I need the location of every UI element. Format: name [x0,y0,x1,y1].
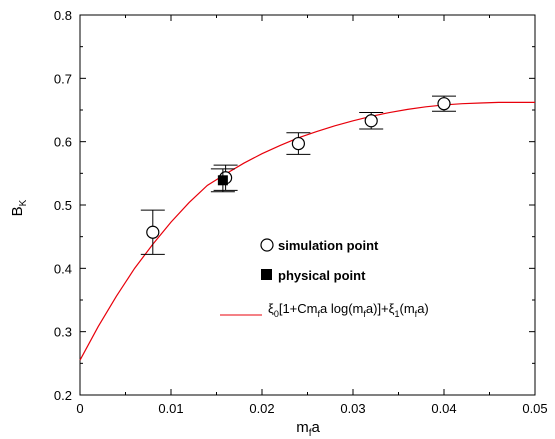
legend-marker-physical [261,269,272,280]
data-points-group [140,95,456,255]
legend-fit-text-part: [1+Cm [279,301,318,316]
legend: simulation point physical point ξ0[1+Cmf… [220,238,429,319]
simulation-point [146,225,160,239]
y-tick-label: 0.2 [54,388,72,403]
legend-marker-simulation [260,238,274,252]
legend-fit-text-part: 1 [394,309,399,319]
x-tick-label: 0.02 [249,401,274,416]
x-tick-label: 0.01 [158,401,183,416]
axis-ticks: 0 0.01 0.02 0.03 0.04 0.05 0.2 0.3 0.4 0.5 0.6 0.7 0… [54,8,548,416]
simulation-point [291,136,305,151]
legend-fit-text-part: a log(m [320,301,363,316]
y-axis-label-main: B [9,206,26,216]
y-axis-label: BK [9,199,29,216]
y-tick-label: 0.4 [54,261,72,276]
legend-fit-text-part: f [363,309,366,319]
y-axis-label-sub: K [18,199,29,206]
x-axis-label: mfa [296,419,320,439]
legend-fit-text-part: a) [417,301,429,316]
simulation-point [437,97,451,111]
x-tick-label: 0.04 [431,401,456,416]
legend-fit-text-part: ξ [268,301,274,316]
y-tick-label: 0.8 [54,8,72,23]
fit-curve [79,101,535,361]
x-tick-label: 0.05 [522,401,547,416]
legend-fit-text-part: 0 [274,309,279,319]
x-tick-label: 0 [76,401,83,416]
legend-fit-text-part: f [318,309,321,319]
physical-point [217,175,228,186]
y-tick-label: 0.5 [54,198,72,213]
legend-fit-text-part: a)]+ξ [366,301,395,316]
x-tick-label: 0.03 [340,401,365,416]
legend-fit-text-part: (m [400,301,415,316]
plot-frame [79,14,536,396]
x-axis-label-main: m [296,419,309,436]
legend-label-simulation: simulation point [278,238,379,253]
simulation-point [364,114,378,128]
legend-fit-text-part: f [415,309,418,319]
legend-label-fit: ξ0[1+Cmfa log(mfa)]+ξ1(mfa) [268,301,429,319]
y-tick-label: 0.7 [54,71,72,86]
y-tick-label: 0.6 [54,135,72,150]
x-axis-label-tail: a [311,419,320,436]
y-tick-label: 0.3 [54,325,72,340]
fit-curve-group [79,101,535,361]
legend-label-physical: physical point [278,268,366,283]
x-axis-label-sub: f [309,428,312,439]
